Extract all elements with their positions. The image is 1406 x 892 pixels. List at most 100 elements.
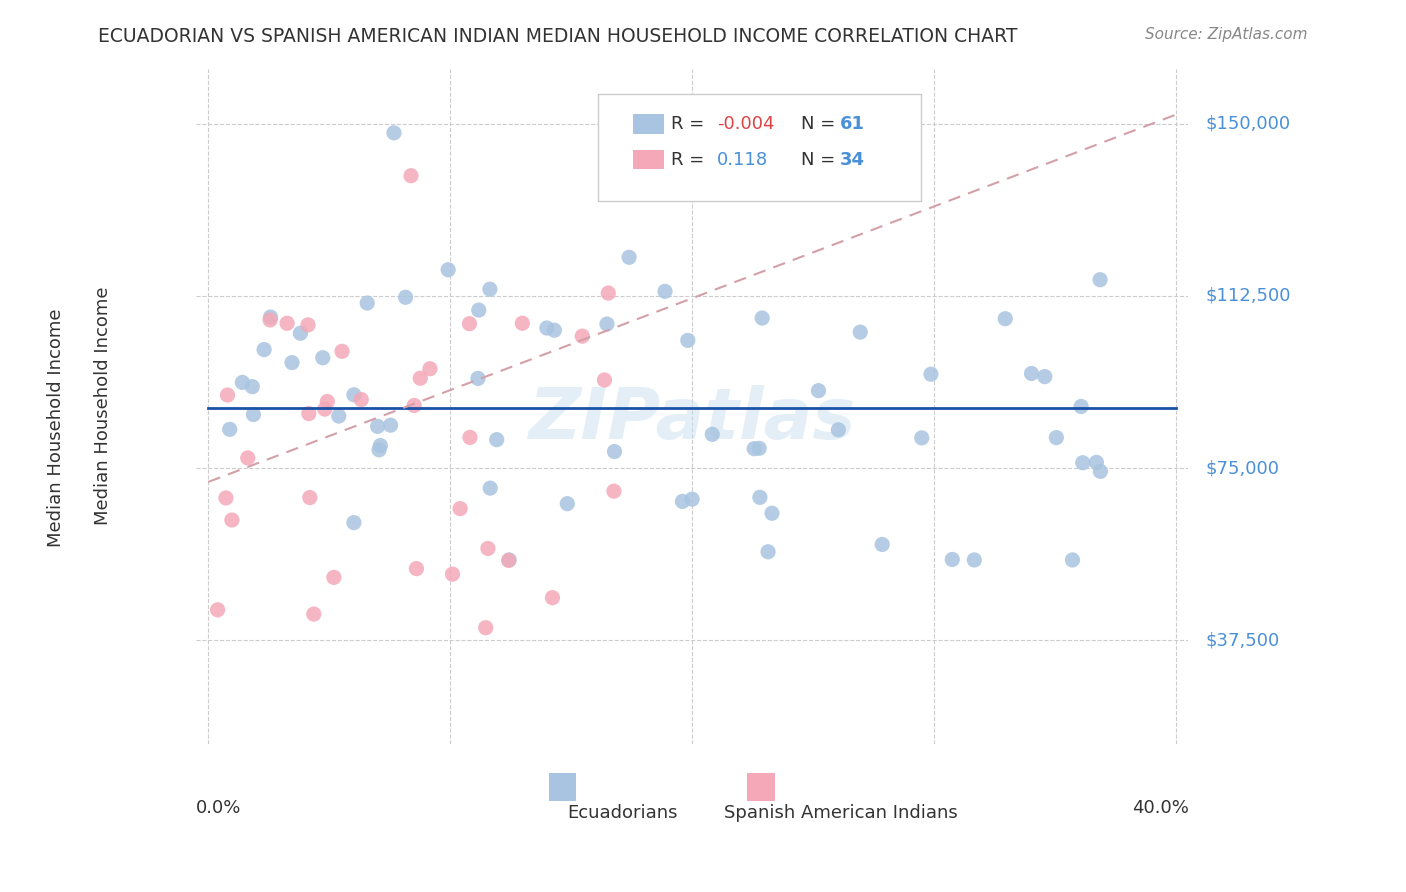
- Point: [761, 506, 783, 520]
- Point: [298, 491, 321, 505]
- Point: [920, 368, 942, 382]
- Point: [1033, 369, 1056, 384]
- Text: $112,500: $112,500: [1205, 287, 1291, 305]
- Point: [827, 423, 849, 437]
- Text: ECUADORIAN VS SPANISH AMERICAN INDIAN MEDIAN HOUSEHOLD INCOME CORRELATION CHART: ECUADORIAN VS SPANISH AMERICAN INDIAN ME…: [98, 27, 1018, 45]
- Point: [399, 169, 422, 183]
- Point: [598, 286, 620, 301]
- Point: [467, 371, 489, 385]
- Point: [1045, 431, 1067, 445]
- Point: [322, 570, 344, 584]
- Point: [458, 317, 481, 331]
- Point: [478, 282, 501, 296]
- Point: [259, 313, 281, 327]
- Point: [314, 402, 336, 417]
- Text: ZIPatlas: ZIPatlas: [529, 385, 856, 454]
- Text: $75,000: $75,000: [1205, 459, 1279, 477]
- Point: [1070, 400, 1092, 414]
- Point: [297, 318, 319, 332]
- Point: [941, 552, 963, 566]
- Point: [603, 444, 626, 458]
- Point: [756, 545, 779, 559]
- Point: [236, 450, 259, 465]
- Point: [593, 373, 616, 387]
- Point: [253, 343, 276, 357]
- Text: Median Household Income: Median Household Income: [48, 309, 65, 548]
- Point: [748, 491, 770, 505]
- Point: [218, 422, 240, 436]
- Point: [281, 356, 304, 370]
- Point: [368, 442, 391, 457]
- Text: Median Household Income: Median Household Income: [94, 287, 111, 525]
- Point: [290, 326, 312, 341]
- Point: [242, 408, 264, 422]
- Point: [367, 419, 389, 434]
- Point: [654, 285, 676, 299]
- Text: 40.0%: 40.0%: [1132, 798, 1188, 817]
- Point: [240, 379, 263, 393]
- Point: [394, 290, 416, 304]
- Text: 0.0%: 0.0%: [197, 798, 242, 817]
- Point: [479, 481, 502, 495]
- Point: [370, 438, 392, 452]
- Point: [1088, 273, 1111, 287]
- Point: [409, 371, 432, 385]
- Point: [474, 621, 496, 635]
- Point: [671, 494, 693, 508]
- Point: [1085, 455, 1108, 469]
- Point: [356, 296, 378, 310]
- Bar: [747, 772, 775, 801]
- Point: [963, 553, 986, 567]
- Point: [1021, 367, 1043, 381]
- Point: [748, 442, 770, 456]
- Point: [541, 591, 564, 605]
- Text: $150,000: $150,000: [1205, 115, 1291, 133]
- Point: [441, 567, 464, 582]
- Text: N =: N =: [801, 151, 841, 169]
- Point: [681, 492, 703, 507]
- Point: [231, 376, 253, 390]
- Point: [405, 561, 427, 575]
- Text: R =: R =: [671, 115, 710, 133]
- Point: [382, 126, 405, 140]
- Point: [807, 384, 830, 398]
- Point: [543, 323, 565, 337]
- Point: [498, 553, 520, 567]
- Point: [380, 418, 402, 433]
- Point: [312, 351, 335, 365]
- Text: $37,500: $37,500: [1205, 632, 1279, 649]
- Point: [404, 399, 426, 413]
- Point: [302, 607, 325, 621]
- Point: [215, 491, 238, 505]
- Point: [217, 388, 239, 402]
- Text: Spanish American Indians: Spanish American Indians: [724, 805, 957, 822]
- Text: R =: R =: [671, 151, 710, 169]
- Point: [437, 262, 460, 277]
- Point: [1090, 464, 1112, 478]
- Point: [571, 329, 593, 343]
- Point: [419, 361, 441, 376]
- Text: Ecuadorians: Ecuadorians: [568, 805, 678, 822]
- Point: [328, 409, 350, 423]
- Point: [555, 497, 578, 511]
- Point: [221, 513, 243, 527]
- Point: [870, 537, 893, 551]
- Text: Source: ZipAtlas.com: Source: ZipAtlas.com: [1144, 27, 1308, 42]
- Text: 61: 61: [839, 115, 865, 133]
- Point: [1062, 553, 1084, 567]
- Point: [994, 311, 1017, 326]
- Point: [259, 310, 281, 324]
- Point: [676, 334, 699, 348]
- Point: [751, 311, 773, 326]
- Point: [468, 303, 491, 318]
- Text: 0.118: 0.118: [717, 151, 768, 169]
- Point: [510, 316, 533, 330]
- Point: [477, 541, 499, 556]
- Point: [276, 316, 298, 330]
- Text: 34: 34: [839, 151, 865, 169]
- Text: -0.004: -0.004: [717, 115, 775, 133]
- Bar: [548, 772, 576, 801]
- Point: [603, 484, 626, 499]
- Point: [207, 603, 229, 617]
- Point: [485, 433, 508, 447]
